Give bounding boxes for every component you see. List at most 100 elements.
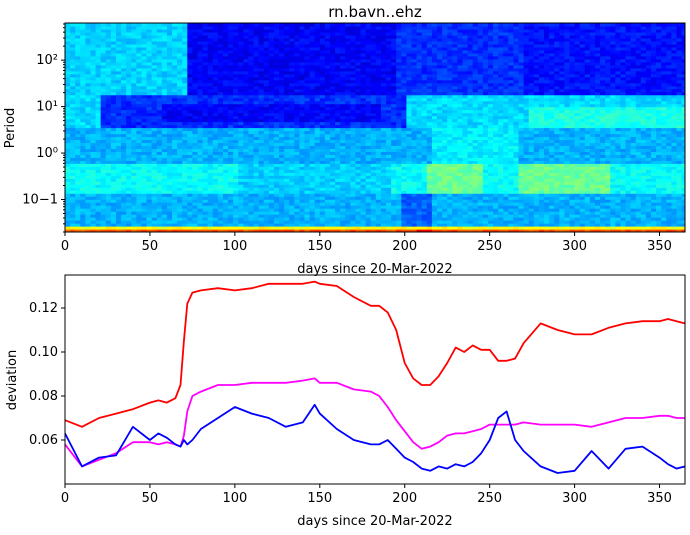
- heatmap-cell: [100, 25, 107, 30]
- heatmap-cell: [309, 97, 316, 102]
- heatmap-cell: [263, 178, 270, 182]
- heatmap-cell: [222, 184, 229, 188]
- heatmap-cell: [253, 52, 260, 57]
- heatmap-cell: [136, 217, 143, 221]
- heatmap-cell: [273, 142, 280, 147]
- heatmap-cell: [166, 121, 173, 126]
- heatmap-cell: [65, 64, 71, 69]
- heatmap-cell: [258, 214, 265, 218]
- heatmap-cell: [284, 103, 290, 108]
- heatmap-cell: [263, 184, 270, 188]
- heatmap-cell: [233, 145, 239, 149]
- heatmap-cell: [263, 139, 270, 144]
- heatmap-cell: [319, 55, 326, 60]
- heatmap-cell: [126, 226, 132, 230]
- heatmap-cell: [151, 34, 158, 39]
- heatmap-cell: [370, 205, 377, 209]
- heatmap-cell: [177, 46, 183, 51]
- heatmap-cell: [151, 52, 158, 57]
- heatmap-cell: [233, 148, 239, 152]
- heatmap-cell: [151, 124, 158, 129]
- heatmap-cell: [105, 37, 112, 42]
- heatmap-cell: [141, 55, 148, 60]
- heatmap-cell: [360, 58, 367, 63]
- heatmap-cell: [335, 94, 341, 99]
- heatmap-cell: [335, 106, 341, 111]
- heatmap-cell: [238, 121, 244, 126]
- heatmap-cell: [253, 229, 260, 232]
- heatmap-cell: [85, 154, 92, 158]
- heatmap-cell: [90, 79, 97, 84]
- heatmap-cell: [319, 109, 326, 114]
- heatmap-cell: [289, 25, 295, 30]
- heatmap-cell: [156, 25, 163, 30]
- heatmap-cell: [182, 172, 188, 176]
- heatmap-cell: [197, 49, 204, 54]
- heatmap-cell: [243, 184, 250, 188]
- heatmap-cell: [289, 175, 295, 179]
- heatmap-cell: [375, 130, 382, 135]
- heatmap-cell: [90, 67, 97, 72]
- heatmap-cell: [136, 43, 143, 48]
- heatmap-cell: [253, 217, 260, 221]
- heatmap-cell: [228, 133, 234, 138]
- heatmap-cell: [273, 100, 280, 105]
- heatmap-cell: [151, 169, 158, 173]
- heatmap-cell: [146, 211, 153, 215]
- heatmap-cell: [273, 115, 280, 120]
- heatmap-cell: [345, 46, 351, 51]
- heatmap-cell: [222, 124, 229, 129]
- heatmap-cell: [151, 49, 158, 54]
- heatmap-cell: [115, 136, 122, 141]
- heatmap-cell: [182, 136, 188, 141]
- heatmap-cell: [100, 91, 107, 96]
- heatmap-cell: [309, 193, 316, 197]
- heatmap-cell: [314, 28, 321, 33]
- heatmap-cell: [197, 46, 204, 51]
- heatmap-cell: [95, 223, 102, 227]
- heatmap-cell: [309, 127, 316, 132]
- heatmap-cell: [380, 115, 387, 120]
- heatmap-cell: [95, 151, 102, 155]
- heatmap-cell: [151, 139, 158, 144]
- heatmap-cell: [192, 43, 199, 48]
- heatmap-cell: [141, 91, 148, 96]
- heatmap-cell: [289, 40, 295, 45]
- heatmap-cell: [187, 160, 193, 164]
- heatmap-cell: [401, 172, 408, 176]
- heatmap-cell: [355, 208, 362, 212]
- heatmap-cell: [212, 118, 219, 123]
- heatmap-cell: [360, 166, 367, 170]
- heatmap-cell: [289, 79, 295, 84]
- heatmap-cell: [391, 190, 397, 194]
- heatmap-cell: [238, 34, 244, 39]
- heatmap-cell: [238, 151, 244, 155]
- heatmap-cell: [217, 49, 224, 54]
- heatmap-cell: [335, 73, 341, 78]
- heatmap-cell: [243, 82, 250, 87]
- heatmap-cell: [207, 136, 214, 141]
- heatmap-cell: [141, 34, 148, 39]
- heatmap-cell: [105, 58, 112, 63]
- heatmap-cell: [273, 130, 280, 135]
- heatmap-cell: [335, 136, 341, 141]
- heatmap-cell: [222, 136, 229, 141]
- heatmap-cell: [192, 34, 199, 39]
- heatmap-cell: [248, 130, 255, 135]
- heatmap-cell: [161, 91, 168, 96]
- heatmap-cell: [304, 229, 311, 232]
- heatmap-cell: [258, 31, 265, 36]
- heatmap-cell: [151, 223, 158, 227]
- heatmap-cell: [95, 61, 102, 66]
- heatmap-cell: [248, 85, 255, 90]
- heatmap-cell: [207, 229, 214, 232]
- heatmap-cell: [401, 109, 408, 114]
- heatmap-cell: [309, 106, 316, 111]
- heatmap-cell: [360, 124, 367, 129]
- heatmap-cell: [340, 100, 346, 105]
- heatmap-cell: [294, 97, 301, 102]
- heatmap-cell: [156, 64, 163, 69]
- heatmap-cell: [406, 157, 413, 161]
- heatmap-cell: [401, 184, 408, 188]
- heatmap-cell: [335, 184, 341, 188]
